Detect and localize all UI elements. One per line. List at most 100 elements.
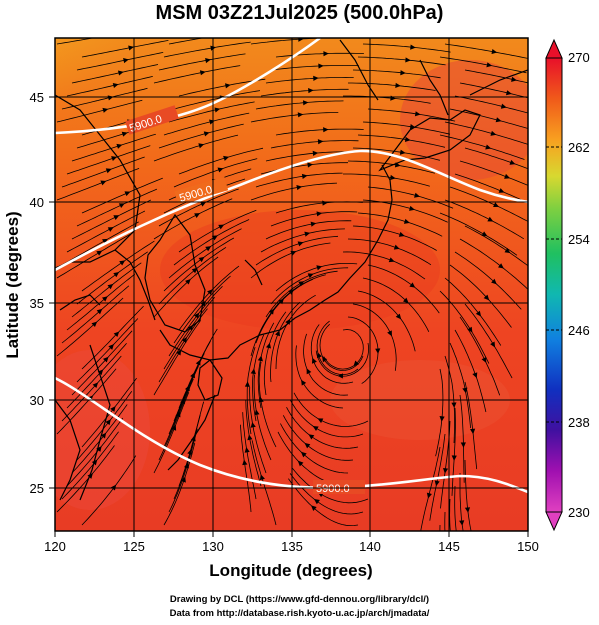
streamline-arrow xyxy=(393,244,400,250)
streamline-arrow xyxy=(107,283,114,290)
streamline xyxy=(449,186,528,222)
streamline xyxy=(255,100,344,110)
streamline-arrow xyxy=(395,313,402,320)
streamline xyxy=(258,361,277,448)
streamline xyxy=(173,158,258,188)
streamline xyxy=(367,108,456,122)
streamline xyxy=(315,342,369,377)
streamline-arrow xyxy=(297,112,304,118)
axis-ticks xyxy=(49,96,529,537)
streamline xyxy=(439,134,525,160)
streamline xyxy=(265,220,352,240)
streamline-arrow xyxy=(483,294,490,301)
streamline-arrow xyxy=(462,387,468,394)
streamline-arrow xyxy=(310,221,317,227)
streamline xyxy=(257,322,275,409)
streamline xyxy=(459,238,528,290)
streamline xyxy=(76,318,139,383)
streamline-arrow xyxy=(388,257,395,263)
streamline-arrow xyxy=(495,117,502,123)
streamline xyxy=(252,334,265,422)
streamline-arrow xyxy=(337,373,344,379)
streamline-arrow xyxy=(497,263,504,269)
streamline xyxy=(464,381,478,470)
contour-label: 5900.0 xyxy=(316,483,350,495)
streamline xyxy=(459,394,465,483)
streamline xyxy=(357,290,416,352)
streamline-arrow xyxy=(214,107,221,113)
streamline-arrow xyxy=(102,356,109,363)
streamline xyxy=(168,286,223,357)
streamline xyxy=(357,56,446,66)
x-tick-label: 145 xyxy=(438,539,460,554)
streamline xyxy=(265,270,338,318)
streamline-arrow xyxy=(395,82,401,89)
streamline-arrow xyxy=(313,75,319,81)
streamline xyxy=(319,323,364,371)
streamline-arrow xyxy=(481,356,487,363)
x-tick-label: 140 xyxy=(359,539,381,554)
streamline-arrow xyxy=(308,434,315,440)
streamline-arrow xyxy=(302,100,309,106)
streamline-arrow xyxy=(409,282,416,288)
streamline-arrow xyxy=(301,173,308,179)
streamline xyxy=(173,219,250,266)
streamline-arrow xyxy=(403,218,410,224)
streamline-arrow xyxy=(217,167,224,173)
streamline-arrow xyxy=(390,174,396,181)
streamline xyxy=(173,90,261,110)
streamline xyxy=(178,147,264,175)
streamline xyxy=(81,305,144,370)
streamline xyxy=(158,246,227,305)
streamline xyxy=(439,290,490,364)
x-tick-labels: 120 125 130 135 140 145 150 xyxy=(44,539,539,554)
streamline xyxy=(168,228,242,279)
streamline xyxy=(295,345,344,409)
lat-lon-grid xyxy=(55,38,528,531)
streamline xyxy=(71,330,133,396)
streamline xyxy=(168,101,255,123)
y-tick-label: 40 xyxy=(30,195,44,210)
streamline-arrow xyxy=(101,296,108,302)
streamline xyxy=(270,211,358,227)
streamline-arrow xyxy=(116,143,123,149)
colorbar-tick-label: 246 xyxy=(568,323,590,338)
streamline xyxy=(153,320,201,396)
streamline-arrow xyxy=(223,155,230,161)
streamline xyxy=(163,442,196,526)
streamline-arrow xyxy=(224,83,231,89)
streamline-arrow xyxy=(511,76,517,82)
streamline xyxy=(61,87,148,110)
streamline xyxy=(178,265,240,331)
streamline-arrow xyxy=(318,63,324,69)
streamline xyxy=(250,38,339,45)
streamline-arrow xyxy=(113,215,120,220)
colorbar-max-triangle xyxy=(545,38,563,59)
map-title: MSM 03Z21Jul2025 (500.0hPa) xyxy=(155,2,444,24)
streamline-arrow xyxy=(244,381,251,387)
streamline xyxy=(240,424,252,513)
streamline-arrow xyxy=(304,442,311,449)
streamline-arrow xyxy=(493,202,500,208)
streamline xyxy=(168,428,198,513)
streamline-arrow xyxy=(259,474,265,481)
streamline xyxy=(449,342,471,429)
streamline-arrow xyxy=(265,342,272,349)
streamline xyxy=(282,415,354,461)
streamline-arrow xyxy=(398,231,405,237)
credits-data: Data from http://database.rish.kyoto-u.a… xyxy=(169,608,430,619)
streamline xyxy=(56,297,124,357)
streamline-arrow xyxy=(96,446,102,452)
streamline xyxy=(158,123,244,149)
streamline-arrow xyxy=(404,136,411,142)
streamline-arrow xyxy=(311,357,317,364)
streamline-arrow xyxy=(176,349,182,356)
streamline-arrow xyxy=(180,476,186,483)
streamline xyxy=(316,320,359,376)
streamline-arrow xyxy=(405,57,411,63)
streamline-arrow xyxy=(112,82,119,89)
colorbar: 270 262 254 246 238 230 xyxy=(545,38,590,532)
streamline xyxy=(253,374,272,461)
streamline-arrow xyxy=(490,341,496,348)
streamline xyxy=(265,151,354,162)
